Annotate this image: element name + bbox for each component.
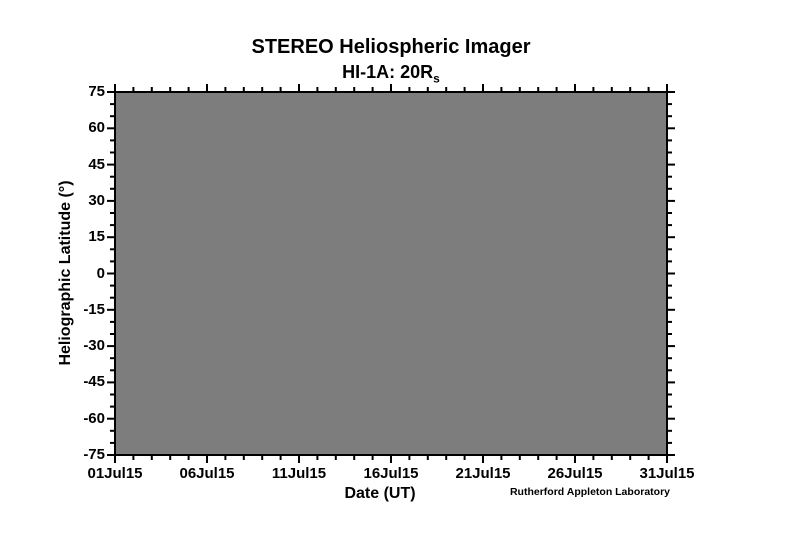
x-axis-title: Date (UT) — [344, 485, 416, 502]
x-tick-label: 21Jul15 — [455, 465, 511, 482]
plot-area — [114, 91, 668, 456]
chart-title: STEREO Heliospheric Imager — [251, 36, 531, 58]
chart-subtitle-subscript: s — [433, 71, 440, 86]
x-tick-label: 01Jul15 — [87, 465, 143, 482]
y-tick-label: 30 — [88, 191, 105, 209]
y-tick-label: 60 — [88, 119, 105, 137]
y-tick-label: 15 — [88, 228, 105, 246]
x-tick-label: 11Jul15 — [271, 465, 327, 482]
x-tick-label: 16Jul15 — [363, 465, 419, 482]
y-tick-label: 45 — [88, 155, 105, 173]
x-tick-label: 31Jul15 — [639, 465, 695, 482]
y-tick-label: -60 — [83, 409, 105, 427]
y-tick-label: 0 — [96, 264, 105, 282]
y-tick-label: -15 — [83, 300, 105, 318]
y-axis-title: Heliographic Latitude (°) — [57, 180, 74, 366]
y-tick-label: -30 — [83, 337, 105, 355]
credit-text: Rutherford Appleton Laboratory — [509, 486, 670, 498]
x-tick-label: 26Jul15 — [547, 465, 603, 482]
y-tick-label: -75 — [83, 446, 105, 463]
y-tick-label: 75 — [88, 83, 105, 100]
y-tick-label: -45 — [83, 373, 105, 391]
chart-subtitle-text: HI-1A: 20R — [342, 62, 434, 82]
chart-subtitle: HI-1A: 20Rs — [115, 62, 667, 89]
x-tick-label: 06Jul15 — [179, 465, 235, 482]
